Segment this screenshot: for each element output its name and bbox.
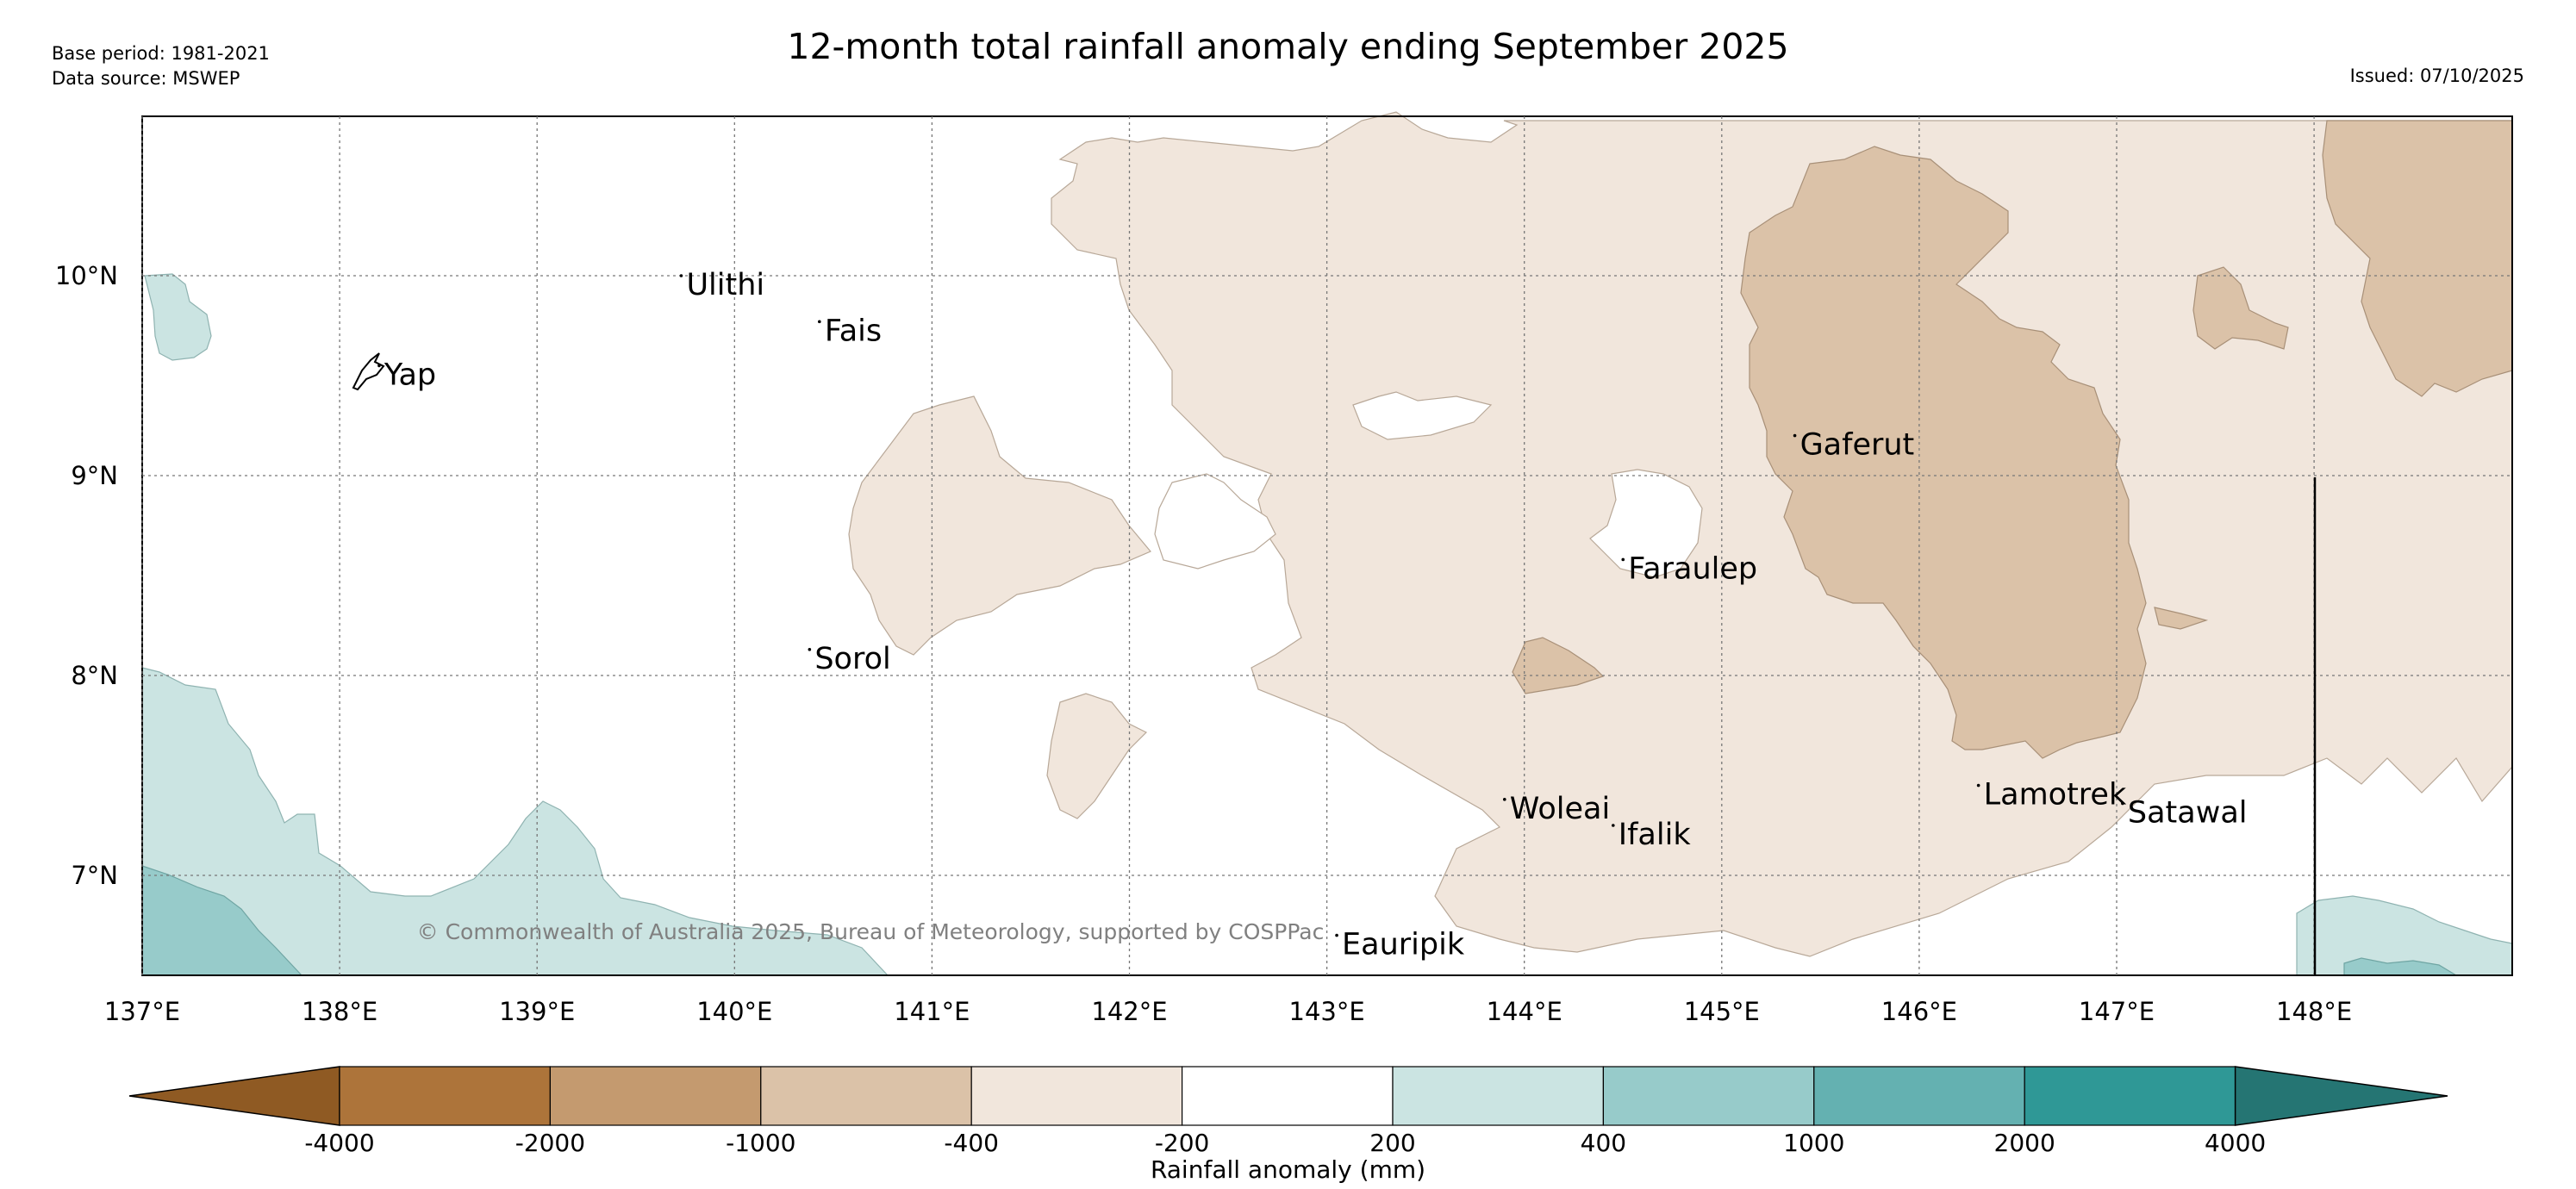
colorbar-tick: 200 <box>1369 1129 1416 1157</box>
colorbar-tick: -2000 <box>515 1129 586 1157</box>
lon-tick-label: 139°E <box>499 997 575 1026</box>
colorbar-extend-max <box>2234 1066 2448 1126</box>
copyright-notice: © Commonwealth of Australia 2025, Bureau… <box>417 919 1325 944</box>
island-marker <box>1976 783 1980 787</box>
colorbar-bin <box>970 1066 1183 1126</box>
island-marker <box>1335 933 1338 937</box>
island-marker <box>377 364 381 368</box>
map-panel: 137°E 138°E 139°E 140°E 141°E 142°E 143°E 144°E… <box>55 111 2513 1026</box>
dry-patch-moderate-a <box>2192 266 2289 350</box>
place-label: Yap <box>384 358 436 392</box>
island-marker <box>1502 798 1506 801</box>
colorbar-label: Rainfall anomaly (mm) <box>1150 1155 1426 1184</box>
lon-tick-label: 143°E <box>1289 997 1365 1026</box>
colorbar-bin <box>339 1066 551 1126</box>
colorbar-tick: 1000 <box>1783 1129 1845 1157</box>
dry-region-moderate-northeast <box>2322 120 2513 397</box>
latitude-tick-labels: 10°N 9°N 8°N 7°N <box>55 261 118 890</box>
lon-tick-label: 148°E <box>2276 997 2352 1026</box>
longitude-tick-labels: 137°E 138°E 139°E 140°E 141°E 142°E 143°E 144°E… <box>104 997 2352 1026</box>
colorbar-tick: -1000 <box>726 1129 796 1157</box>
place-label: Gaferut <box>1800 428 1915 463</box>
island-marker <box>1611 824 1615 827</box>
lon-tick-label: 146°E <box>1881 997 1957 1026</box>
lon-tick-label: 142°E <box>1091 997 1167 1026</box>
lon-tick-label: 141°E <box>894 997 970 1026</box>
dry-patch-west <box>848 395 1151 656</box>
lon-tick-label: 137°E <box>104 997 180 1026</box>
place-label: Sorol <box>814 642 890 676</box>
island-marker <box>818 320 821 324</box>
colorbar-extend-min <box>128 1066 340 1126</box>
chart-title: 12-month total rainfall anomaly ending S… <box>787 26 1789 67</box>
lon-tick-label: 140°E <box>696 997 772 1026</box>
wet-region-deep-southeast <box>2343 957 2459 976</box>
island-marker <box>1793 433 1797 438</box>
island-marker <box>679 274 683 277</box>
colorbar-bin <box>1813 1066 2025 1126</box>
hole-northwest <box>1352 391 1493 440</box>
lat-tick-label: 10°N <box>55 261 118 290</box>
colorbar <box>128 1066 2448 1126</box>
dry-region-light <box>1051 111 2513 957</box>
colorbar-bin <box>2024 1066 2236 1126</box>
dry-patch-moderate-c <box>2154 607 2209 630</box>
data-source: Data source: MSWEP <box>52 68 240 89</box>
colorbar-bin <box>549 1066 762 1126</box>
yap-island-outline <box>352 352 385 391</box>
lat-tick-label: 9°N <box>71 461 118 490</box>
lat-tick-label: 7°N <box>71 861 118 890</box>
dry-patch-moderate-b <box>1512 637 1605 694</box>
place-label: Satawal <box>2128 795 2248 830</box>
place-label: Faraulep <box>1628 551 1757 586</box>
place-label: Ifalik <box>1619 818 1692 852</box>
wet-region-southwest <box>141 667 889 976</box>
lon-tick-label: 144°E <box>1487 997 1562 1026</box>
place-label: Woleai <box>1510 792 1610 826</box>
colorbar-tick: 2000 <box>1993 1129 2055 1157</box>
issued-date: Issued: 07/10/2025 <box>2349 65 2524 86</box>
lon-tick-label: 145°E <box>1684 997 1760 1026</box>
place-labels: Yap Ulithi Fais Sorol Gaferut Faraulep Woleai I… <box>377 268 2248 962</box>
colorbar-bin <box>1602 1066 1815 1126</box>
colorbar-tick: -4000 <box>304 1129 375 1157</box>
place-label: Ulithi <box>686 268 764 302</box>
base-period: Base period: 1981-2021 <box>52 43 270 64</box>
colorbar-bin <box>760 1066 972 1126</box>
place-label: Eauripik <box>1342 928 1465 962</box>
colorbar-tick: 400 <box>1580 1129 1627 1157</box>
lon-tick-label: 147°E <box>2079 997 2155 1026</box>
lat-tick-label: 8°N <box>71 661 118 690</box>
graticule <box>141 116 2512 975</box>
colorbar-tick: -200 <box>1154 1129 1210 1157</box>
dry-patch-small <box>1046 693 1148 819</box>
island-marker <box>808 648 812 651</box>
island-marker <box>2121 801 2124 806</box>
place-label: Lamotrek <box>1984 778 2127 812</box>
dry-region-moderate-core <box>1740 146 2147 759</box>
colorbar-tick: -400 <box>944 1129 999 1157</box>
colorbar-bin <box>1181 1066 1394 1126</box>
hole-inlet <box>1154 473 1276 570</box>
metadata-block: Base period: 1981-2021 Data source: MSWE… <box>52 41 270 91</box>
colorbar-tick: 4000 <box>2204 1129 2267 1157</box>
island-marker <box>1621 557 1625 562</box>
colorbar-bin <box>1392 1066 1604 1126</box>
wet-region-northwest <box>144 273 212 361</box>
place-label: Fais <box>825 314 882 348</box>
hole-central <box>1589 469 1703 578</box>
lon-tick-label: 138°E <box>302 997 377 1026</box>
